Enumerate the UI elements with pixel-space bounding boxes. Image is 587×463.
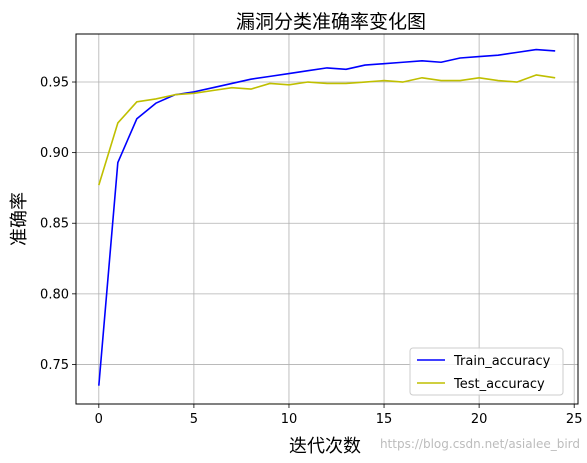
x-tick-label: 20 [471,412,488,427]
y-axis-ticks: 0.75 0.80 0.85 0.90 0.95 [40,76,76,373]
x-axis-ticks: 0 5 10 15 20 25 [95,404,583,427]
series-line-test [98,74,556,186]
y-tick-label: 0.75 [40,358,69,373]
y-tick-label: 0.95 [40,76,69,91]
x-axis-label: 迭代次数 [289,436,361,457]
x-tick-label: 25 [566,412,583,427]
y-tick-label: 0.85 [40,217,69,232]
plot-area-frame [75,33,579,405]
x-tick-label: 15 [376,412,393,427]
grid-lines [76,34,578,404]
x-tick-label: 5 [190,412,198,427]
x-tick-label: 0 [95,412,103,427]
series-lines [98,48,556,386]
y-tick-label: 0.90 [40,146,69,161]
watermark-text: https://blog.csdn.net/asialee_bird [380,437,580,451]
legend-box [409,347,564,396]
legend-label-train: Train_accuracy [453,354,551,369]
y-axis-label: 准确率 [9,192,30,246]
legend: Train_accuracy Test_accuracy [409,347,564,396]
series-line-train [98,48,556,386]
legend-label-test: Test_accuracy [453,377,545,392]
y-tick-label: 0.80 [40,287,69,302]
chart-title: 漏洞分类准确率变化图 [236,11,426,33]
x-tick-label: 10 [281,412,298,427]
